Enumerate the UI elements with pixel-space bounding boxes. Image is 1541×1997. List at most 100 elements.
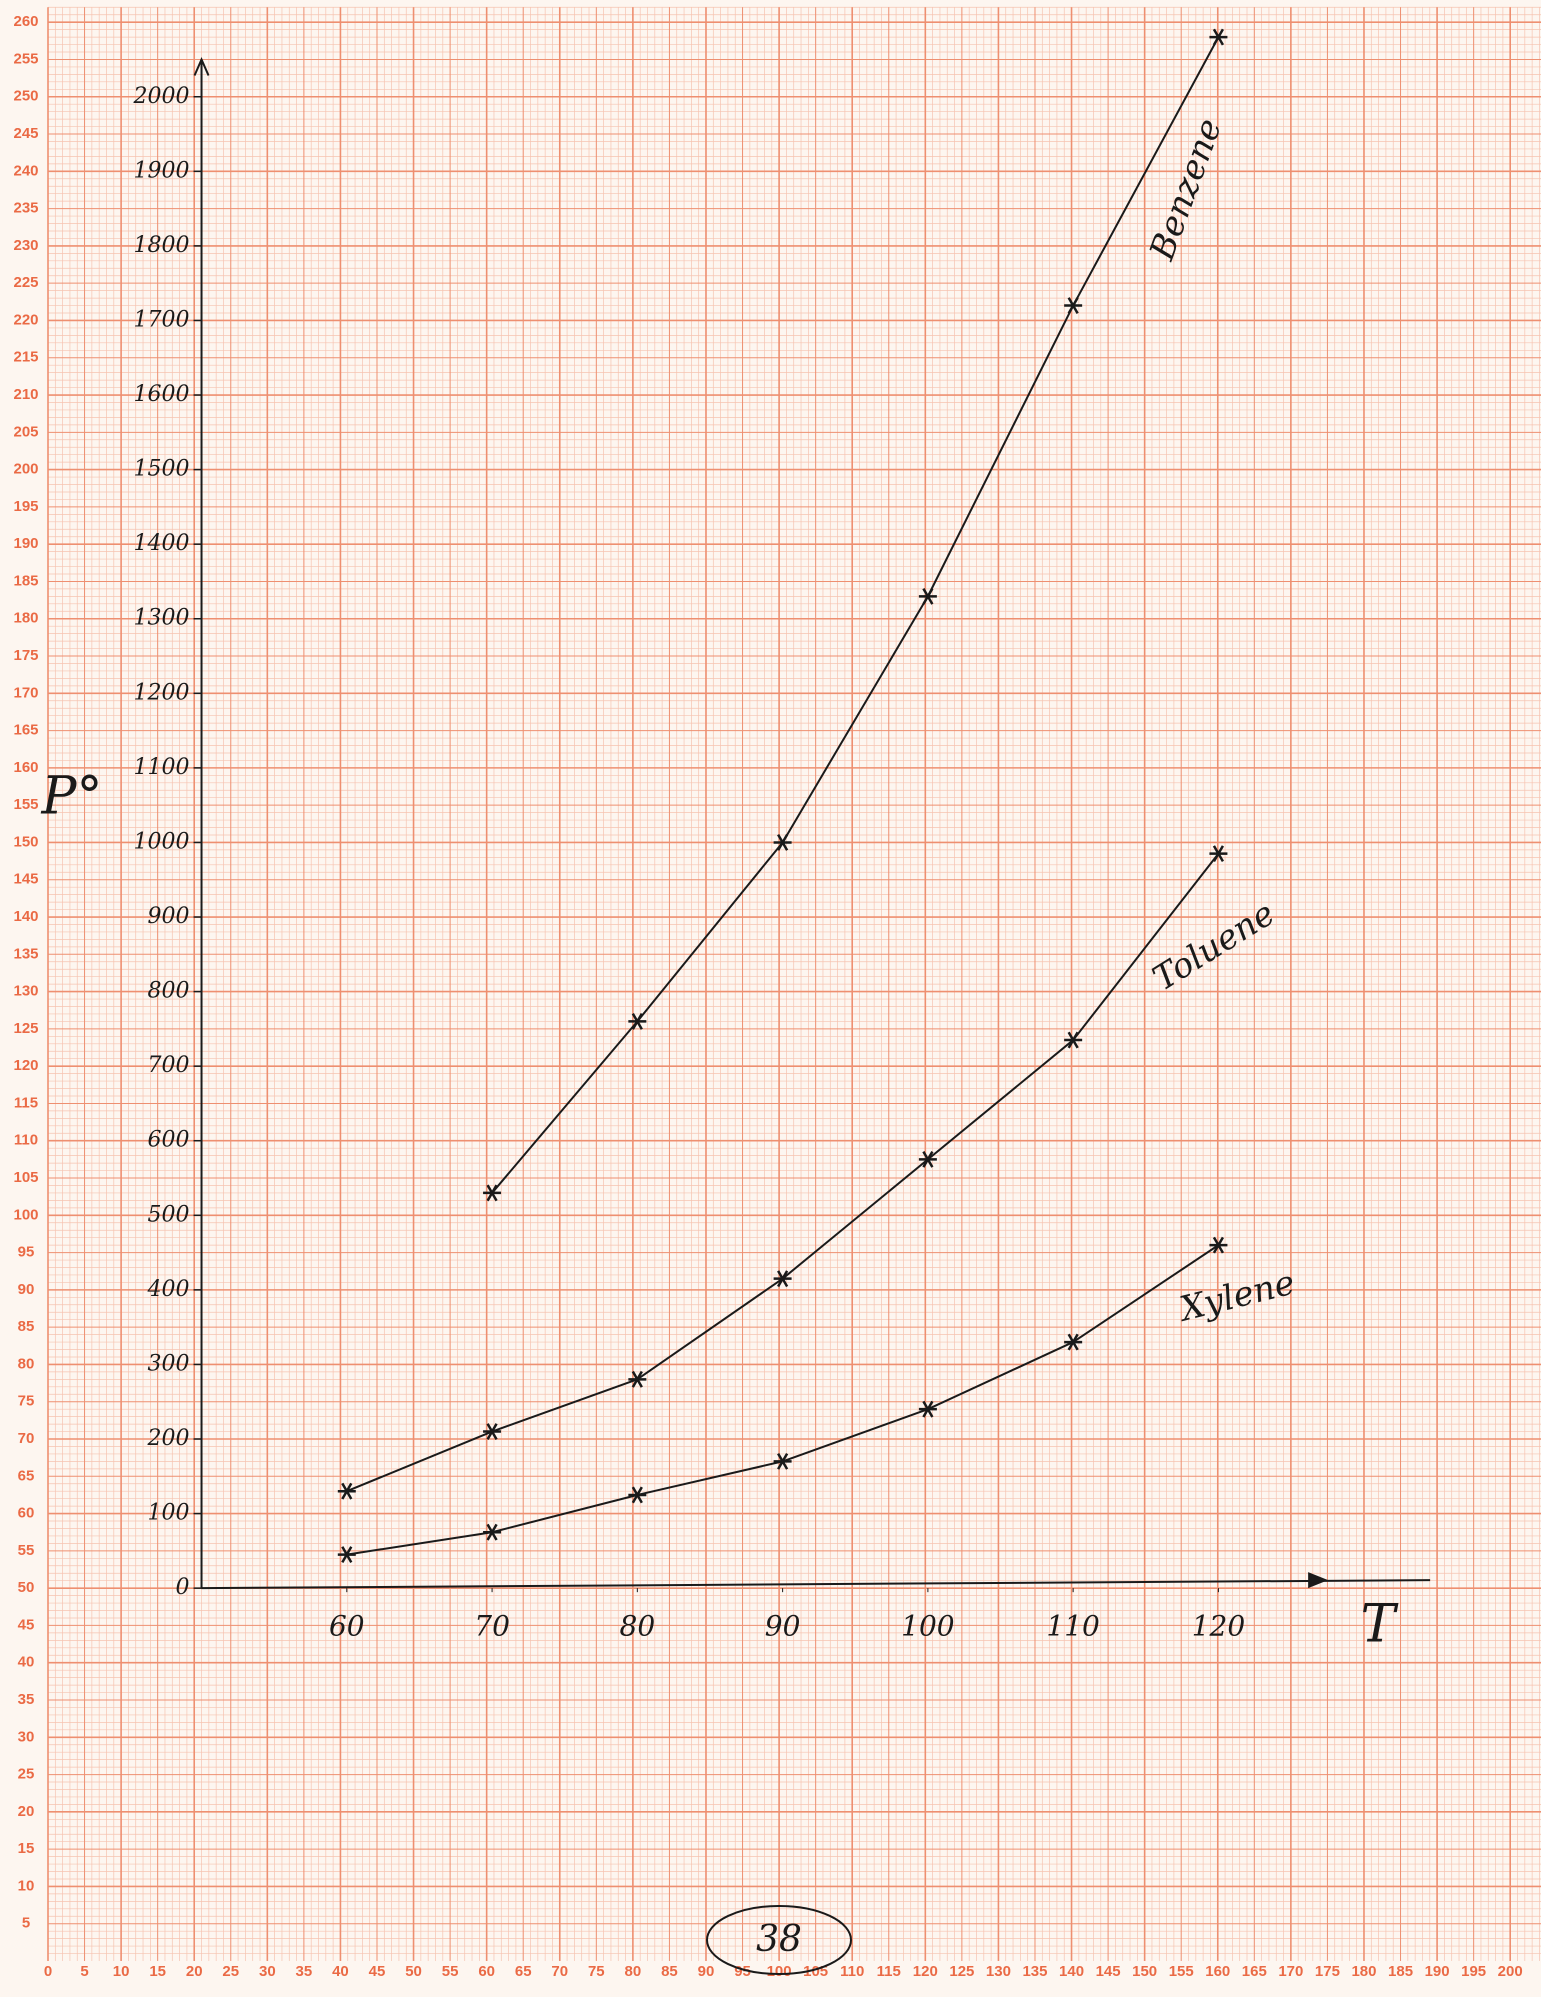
paper-y-label: 210 xyxy=(13,386,38,403)
y-tick-label: 1300 xyxy=(134,606,190,631)
paper-y-label: 110 xyxy=(14,1132,38,1149)
paper-y-label: 65 xyxy=(18,1467,35,1484)
paper-y-label: 115 xyxy=(14,1094,38,1111)
paper-y-label: 235 xyxy=(13,200,38,217)
paper-y-label: 85 xyxy=(18,1318,35,1335)
paper-x-label: 65 xyxy=(515,1963,532,1980)
paper-y-label: 40 xyxy=(18,1654,35,1671)
paper-x-label: 90 xyxy=(698,1963,715,1980)
y-tick-label: 400 xyxy=(147,1277,190,1302)
paper-y-label: 135 xyxy=(13,945,38,962)
paper-x-label: 145 xyxy=(1096,1963,1121,1980)
paper-x-label: 100 xyxy=(767,1963,792,1980)
paper-y-label: 160 xyxy=(13,759,38,776)
y-tick-label: 2000 xyxy=(133,84,190,109)
paper-y-label: 220 xyxy=(13,311,38,328)
paper-x-label: 135 xyxy=(1022,1963,1047,1980)
paper-x-label: 10 xyxy=(113,1963,130,1980)
paper-y-label: 105 xyxy=(13,1169,38,1186)
y-tick-label: 200 xyxy=(147,1426,190,1451)
paper-x-label: 190 xyxy=(1425,1963,1450,1980)
paper-x-label: 55 xyxy=(442,1963,459,1980)
paper-y-label: 175 xyxy=(13,647,38,664)
paper-x-label: 45 xyxy=(369,1963,386,1980)
paper-x-label: 130 xyxy=(986,1963,1011,1980)
paper-y-label: 30 xyxy=(18,1728,35,1745)
paper-y-label: 90 xyxy=(18,1281,35,1298)
x-tick-label: 100 xyxy=(901,1610,954,1643)
paper-x-label: 35 xyxy=(296,1963,313,1980)
paper-x-label: 80 xyxy=(625,1963,642,1980)
paper-x-label: 5 xyxy=(80,1963,88,1980)
paper-x-label: 200 xyxy=(1498,1963,1523,1980)
page-number: 38 xyxy=(756,1919,802,1960)
paper-y-label: 230 xyxy=(13,237,38,254)
paper-x-label: 140 xyxy=(1059,1963,1084,1980)
paper-y-label: 240 xyxy=(13,162,38,179)
paper-x-label: 175 xyxy=(1315,1963,1340,1980)
paper-x-label: 195 xyxy=(1461,1963,1486,1980)
y-tick-label: 1500 xyxy=(134,457,190,482)
paper-x-label: 150 xyxy=(1132,1963,1157,1980)
paper-x-label: 165 xyxy=(1242,1963,1267,1980)
paper-y-label: 130 xyxy=(13,983,38,1000)
y-tick-label: 1700 xyxy=(134,307,190,332)
paper-y-label: 50 xyxy=(18,1579,35,1596)
y-tick-label: 800 xyxy=(148,979,190,1004)
paper-x-label: 125 xyxy=(949,1963,974,1980)
paper-x-label: 115 xyxy=(877,1963,901,1980)
paper-x-label: 60 xyxy=(478,1963,495,1980)
y-tick-label: 1000 xyxy=(134,829,190,854)
paper-y-label: 180 xyxy=(13,610,38,627)
paper-y-label: 260 xyxy=(13,13,38,30)
paper-y-label: 145 xyxy=(13,871,38,888)
paper-x-label: 70 xyxy=(551,1963,568,1980)
paper-y-label: 100 xyxy=(13,1206,38,1223)
y-axis-title: P° xyxy=(41,767,103,827)
x-tick-label: 80 xyxy=(620,1610,656,1643)
paper-y-label: 20 xyxy=(18,1803,35,1820)
paper-y-label: 95 xyxy=(18,1244,35,1261)
paper-x-label: 75 xyxy=(588,1963,605,1980)
paper-y-label: 215 xyxy=(13,349,38,366)
paper-y-label: 165 xyxy=(13,722,38,739)
paper-y-label: 70 xyxy=(18,1430,35,1447)
y-tick-label: 100 xyxy=(148,1501,190,1526)
paper-y-label: 200 xyxy=(13,461,38,478)
paper-y-label: 190 xyxy=(13,535,38,552)
paper-y-label: 120 xyxy=(13,1057,38,1074)
paper-y-label: 125 xyxy=(13,1020,38,1037)
paper-x-label: 15 xyxy=(149,1963,166,1980)
paper-y-label: 205 xyxy=(13,423,38,440)
paper-x-label: 25 xyxy=(222,1963,239,1980)
x-axis-title: T xyxy=(1361,1595,1399,1655)
y-tick-label: 1600 xyxy=(134,382,190,407)
paper-y-label: 60 xyxy=(18,1505,35,1522)
paper-x-label: 40 xyxy=(332,1963,349,1980)
paper-y-label: 185 xyxy=(13,572,38,589)
paper-x-label: 110 xyxy=(840,1963,864,1980)
paper-y-label: 55 xyxy=(18,1542,35,1559)
paper-x-label: 120 xyxy=(913,1963,938,1980)
paper-y-label: 140 xyxy=(13,908,38,925)
y-tick-label: 300 xyxy=(148,1351,190,1376)
x-tick-label: 110 xyxy=(1046,1610,1099,1643)
x-tick-label: 120 xyxy=(1192,1610,1245,1643)
paper-x-label: 30 xyxy=(259,1963,276,1980)
y-tick-label: 1200 xyxy=(134,680,190,705)
paper-y-label: 75 xyxy=(18,1393,35,1410)
paper-x-label: 50 xyxy=(405,1963,422,1980)
paper-y-label: 35 xyxy=(18,1691,35,1708)
paper-y-label: 150 xyxy=(13,833,38,850)
y-tick-label: 1100 xyxy=(134,755,190,780)
paper-y-label: 195 xyxy=(13,498,38,515)
graph-paper-page: 0510152025303540455055606570758085909510… xyxy=(0,0,1541,1997)
paper-x-label: 180 xyxy=(1351,1963,1376,1980)
x-tick-label: 90 xyxy=(765,1610,801,1643)
paper-y-label: 80 xyxy=(18,1355,35,1372)
paper-x-label: 20 xyxy=(186,1963,203,1980)
y-tick-label: 600 xyxy=(148,1128,190,1153)
paper-y-label: 245 xyxy=(13,125,38,142)
y-tick-label: 1800 xyxy=(134,233,190,258)
paper-y-label: 155 xyxy=(13,796,38,813)
